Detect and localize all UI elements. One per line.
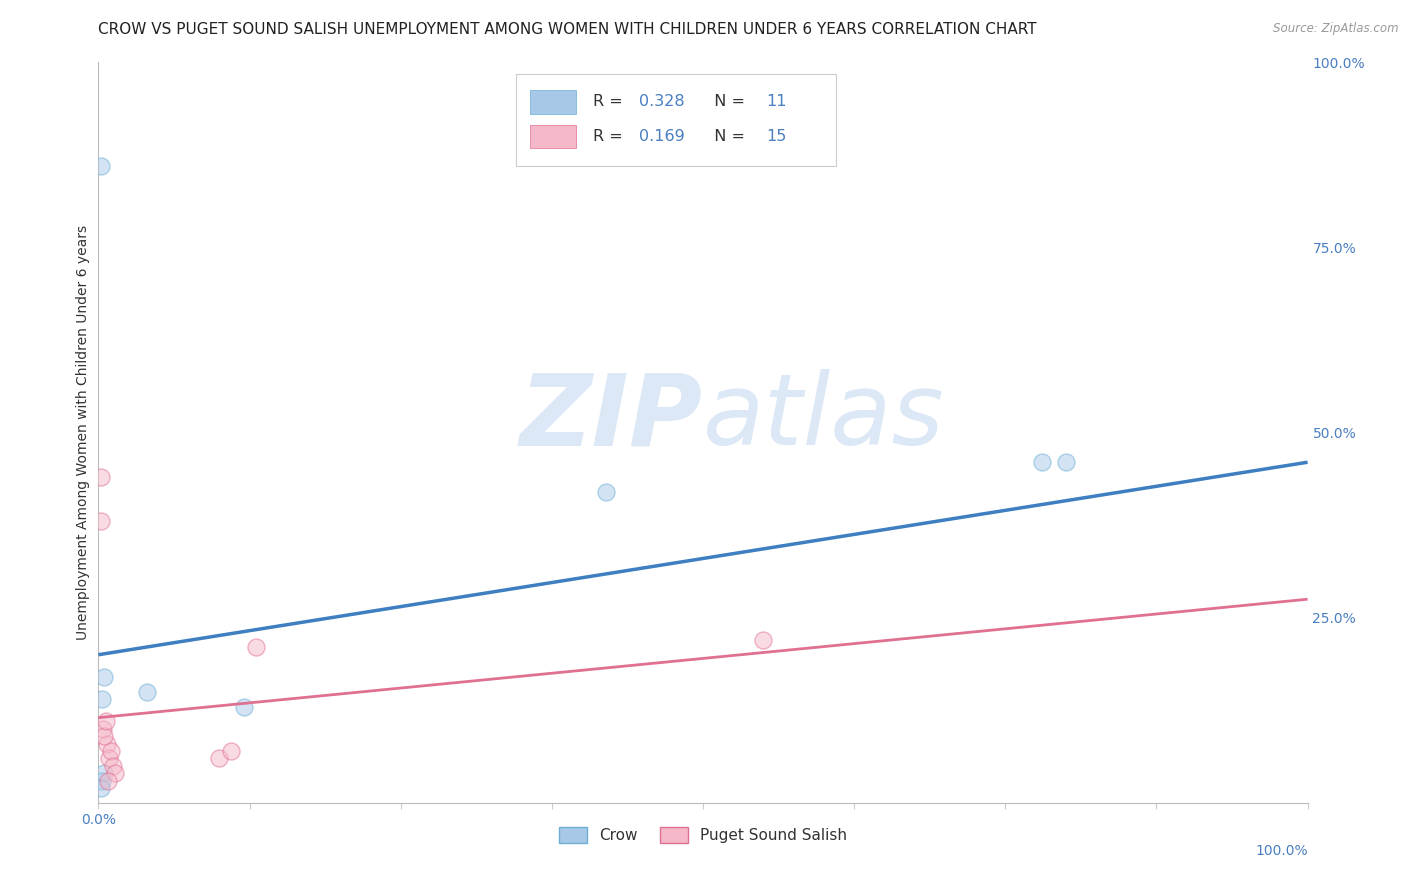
Point [90,515,112,529]
Point [752,632,775,647]
Point [93,766,115,780]
Text: 11: 11 [766,95,786,109]
Text: atlas: atlas [703,369,945,467]
Text: ZIP: ZIP [520,369,703,467]
Y-axis label: Unemployment Among Women with Children Under 6 years: Unemployment Among Women with Children U… [76,225,90,640]
Text: 100.0%: 100.0% [1256,844,1308,857]
Text: 0.169: 0.169 [638,129,685,144]
Text: N =: N = [704,95,751,109]
Point [96,737,118,751]
Text: CROW VS PUGET SOUND SALISH UNEMPLOYMENT AMONG WOMEN WITH CHILDREN UNDER 6 YEARS : CROW VS PUGET SOUND SALISH UNEMPLOYMENT … [98,22,1038,37]
Point [595,484,617,499]
Point [1054,455,1077,469]
Point [245,640,267,655]
Point [232,699,254,714]
Bar [530,125,576,148]
Point [93,670,115,684]
Point [94,714,117,729]
Point [91,722,114,736]
Point [100,744,122,758]
Point [90,470,112,484]
Legend: Crow, Puget Sound Salish: Crow, Puget Sound Salish [551,820,855,851]
Point [221,744,243,758]
Bar [516,73,837,166]
Text: R =: R = [593,95,628,109]
Point [90,159,112,173]
Text: Source: ZipAtlas.com: Source: ZipAtlas.com [1274,22,1399,36]
Point [90,780,112,795]
Point [91,692,114,706]
Text: 0.328: 0.328 [638,95,685,109]
Text: 15: 15 [766,129,786,144]
Point [1031,455,1053,469]
Text: R =: R = [593,129,628,144]
Bar [530,90,576,113]
Point [98,751,121,765]
Point [104,766,127,780]
Point [135,685,157,699]
Text: N =: N = [704,129,751,144]
Point [93,729,115,743]
Point [91,773,114,788]
Point [208,751,231,765]
Point [101,758,124,772]
Point [97,773,120,788]
